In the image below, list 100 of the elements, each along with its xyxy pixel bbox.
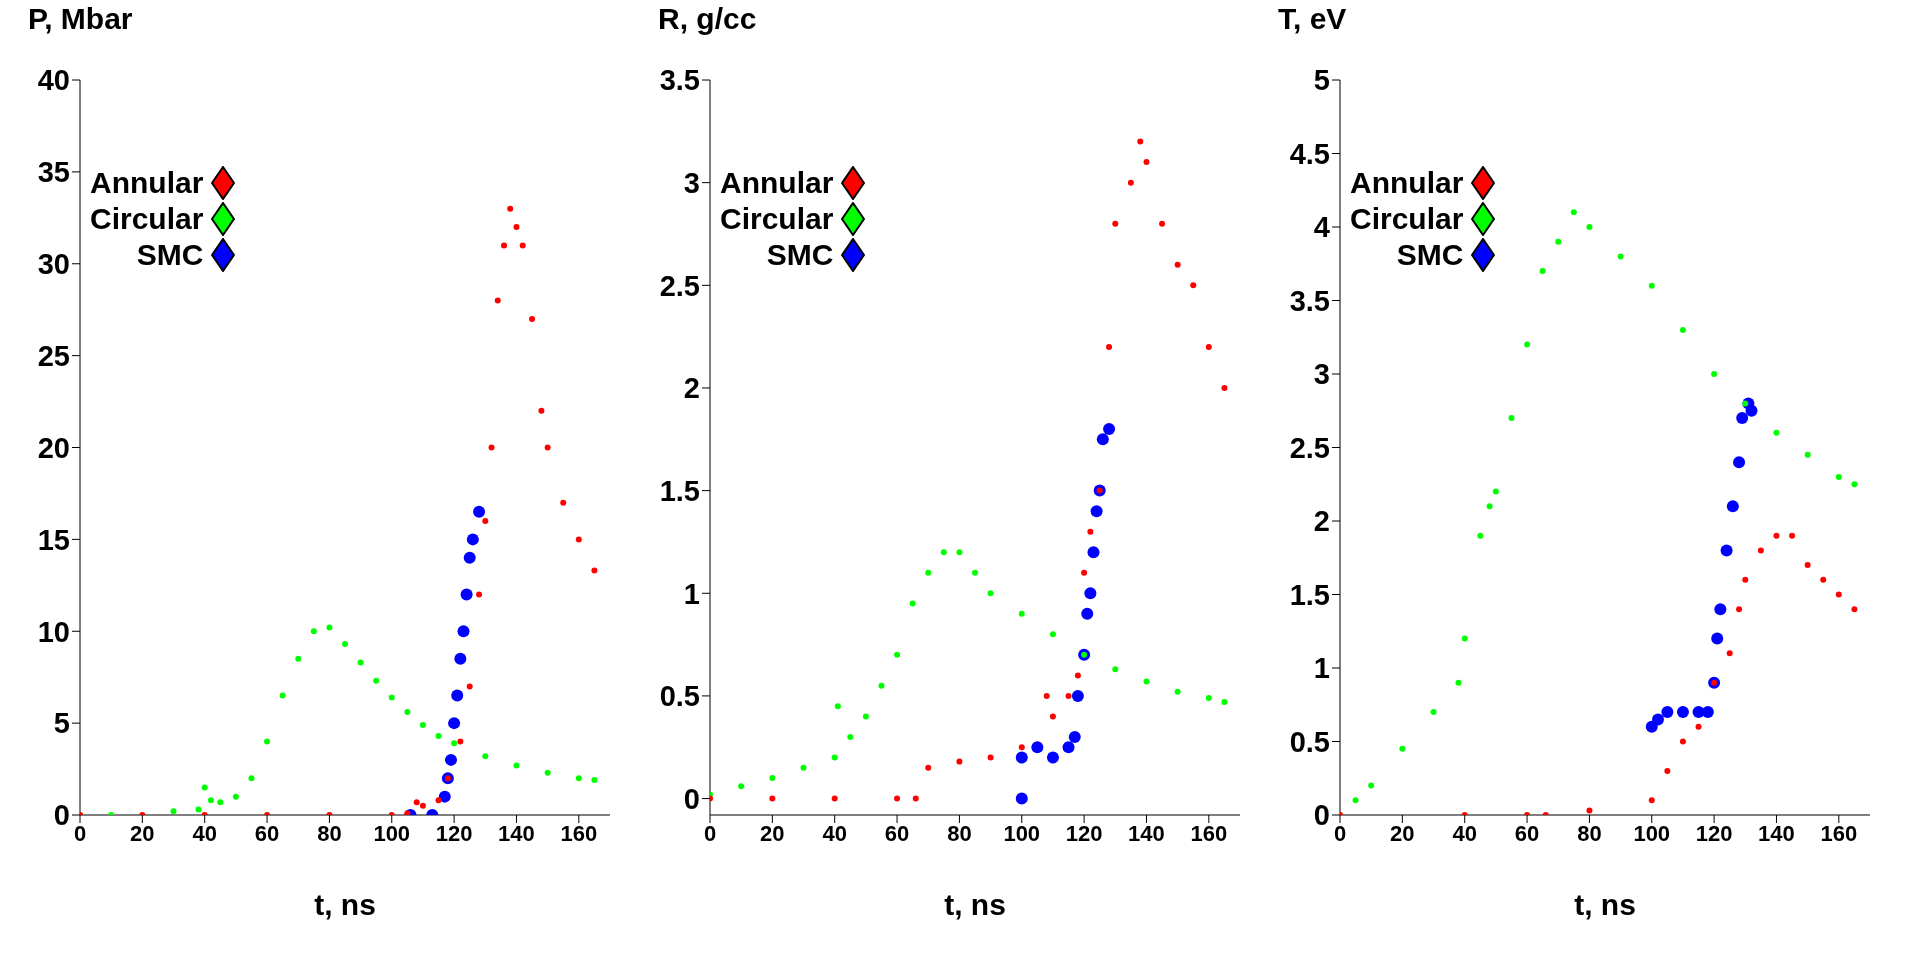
x-tick-label: 40: [822, 820, 847, 846]
point: [1112, 666, 1119, 673]
point: [1143, 678, 1150, 685]
y-tick-label: 3: [683, 166, 700, 199]
legend-label: Annular: [1350, 165, 1464, 201]
point: [529, 315, 536, 322]
point: [1221, 699, 1228, 706]
point: [419, 721, 426, 728]
point: [956, 758, 963, 765]
x-tick-label: 40: [192, 820, 217, 846]
x-tick-label: 0: [1333, 820, 1347, 846]
point: [1190, 282, 1197, 289]
point: [1081, 569, 1088, 576]
point: [894, 795, 901, 802]
point: [264, 738, 271, 745]
point: [1087, 528, 1094, 535]
point: [831, 754, 838, 761]
point: [519, 242, 526, 249]
point: [1679, 326, 1686, 333]
point: [445, 753, 457, 766]
point: [501, 242, 507, 249]
legend-label: Annular: [720, 165, 834, 201]
point: [1736, 412, 1749, 425]
point: [1062, 741, 1075, 754]
point: [912, 795, 919, 802]
point: [195, 806, 202, 813]
point: [232, 793, 239, 800]
point: [448, 717, 461, 730]
point: [1820, 576, 1827, 583]
point: [1137, 138, 1144, 145]
point: [1804, 451, 1811, 458]
x-tick-label: 0: [703, 820, 717, 846]
point: [1065, 692, 1072, 699]
x-tick-label: 140: [498, 820, 535, 846]
point: [894, 651, 901, 658]
point: [925, 569, 932, 576]
legend-label: Circular: [1350, 201, 1464, 237]
y-tick-label: 15: [37, 523, 70, 556]
point: [1789, 532, 1796, 539]
point: [1112, 220, 1119, 227]
point: [1174, 261, 1181, 268]
point: [1617, 253, 1624, 260]
point: [1711, 371, 1718, 377]
point: [1221, 384, 1228, 391]
point: [513, 224, 520, 230]
point: [435, 797, 442, 804]
x-tick-label: 80: [947, 820, 972, 846]
point: [1081, 607, 1094, 620]
point: [310, 628, 317, 635]
point: [404, 709, 411, 716]
x-tick-label: 20: [760, 820, 785, 846]
point: [1096, 433, 1109, 446]
y-tick-label: 2.5: [1289, 431, 1330, 464]
point: [1586, 224, 1593, 230]
point: [1726, 650, 1733, 657]
point: [463, 551, 476, 564]
point: [1031, 741, 1044, 754]
point: [1586, 807, 1593, 814]
y-axis-title: T, eV: [1278, 2, 1347, 36]
point: [940, 549, 947, 556]
point: [544, 769, 551, 776]
point: [1015, 751, 1028, 764]
point: [1174, 688, 1181, 695]
point: [1570, 209, 1577, 216]
x-tick-label: 120: [1695, 820, 1733, 846]
point: [591, 777, 598, 784]
point: [769, 775, 776, 782]
point: [800, 764, 807, 771]
x-tick-label: 60: [254, 820, 280, 846]
point: [513, 762, 520, 769]
point: [591, 567, 598, 574]
y-tick-label: 3: [1313, 358, 1330, 391]
point: [413, 799, 420, 806]
y-tick-label: 10: [37, 615, 70, 648]
point: [1757, 547, 1764, 554]
point: [544, 444, 551, 451]
y-tick-label: 0.5: [1289, 725, 1330, 758]
point: [1539, 268, 1546, 275]
y-tick-label: 1: [1313, 652, 1330, 685]
y-tick-label: 35: [37, 156, 70, 189]
point: [1486, 503, 1493, 510]
point: [1074, 672, 1081, 679]
point: [987, 590, 994, 597]
point: [1492, 488, 1499, 495]
point: [1524, 341, 1531, 348]
point: [769, 795, 776, 802]
point: [435, 732, 442, 739]
point: [1399, 745, 1406, 752]
point: [1046, 751, 1059, 764]
point: [1205, 343, 1212, 350]
y-tick-label: 0.5: [659, 680, 700, 713]
point: [451, 740, 458, 747]
point: [1455, 679, 1462, 686]
point: [1555, 238, 1562, 245]
point: [1835, 591, 1842, 598]
point: [1368, 782, 1375, 789]
point: [1742, 576, 1749, 583]
point: [342, 641, 348, 648]
point: [1071, 689, 1084, 702]
point: [1661, 706, 1674, 719]
